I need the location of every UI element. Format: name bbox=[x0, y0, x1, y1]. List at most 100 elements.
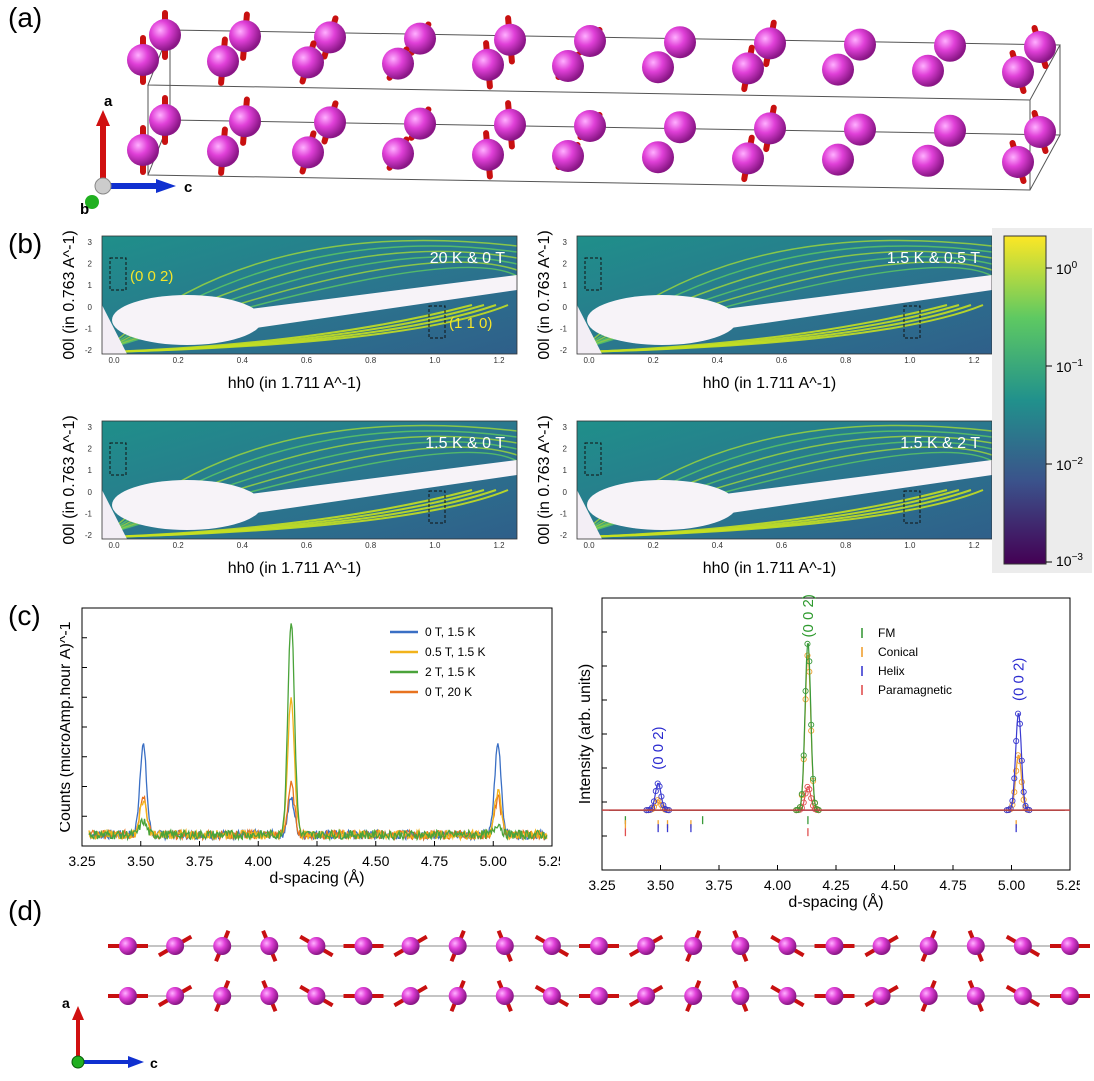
map-frame bbox=[101, 235, 518, 355]
plot-frame bbox=[601, 597, 1071, 871]
atom bbox=[149, 19, 181, 51]
legend-label: Paramagnetic bbox=[878, 683, 952, 697]
atom bbox=[542, 937, 561, 955]
panel-letter-c: (c) bbox=[8, 600, 41, 631]
atom bbox=[494, 23, 526, 56]
x-tick-label: 4.00 bbox=[245, 853, 272, 869]
legend-label: 0 T, 20 K bbox=[425, 685, 472, 699]
beamstop-corner bbox=[577, 305, 602, 354]
fit-line bbox=[609, 643, 1065, 811]
x-tick-label: 4.25 bbox=[303, 853, 330, 869]
atom bbox=[1061, 987, 1079, 1005]
x-tick-label: 5.00 bbox=[480, 853, 507, 869]
y-tick-label: -1 bbox=[85, 324, 93, 333]
peak-box-110 bbox=[428, 305, 446, 339]
map-y-label: 00l (in 0.763 A^-1) bbox=[536, 415, 553, 544]
peak-box-002 bbox=[109, 257, 127, 291]
atom bbox=[354, 987, 373, 1005]
data-point bbox=[802, 687, 809, 695]
axis-label-a-d: a bbox=[62, 995, 70, 1011]
atom bbox=[912, 144, 944, 177]
atom bbox=[382, 47, 414, 80]
atom bbox=[207, 45, 239, 78]
axes-triad-a: a b c bbox=[80, 93, 192, 215]
x-tick-label: 4.50 bbox=[881, 877, 908, 893]
map-cell: 3 2 1 0 -1 -2 0.0 0.2 0.4 0.6 0.8 1.0 1.2 00l (in 0.7… bbox=[527, 413, 997, 598]
axis-label-c: c bbox=[184, 179, 192, 196]
peak-box-110 bbox=[903, 490, 921, 524]
x-tick-label: 1.2 bbox=[968, 541, 980, 550]
x-tick-label: 0.4 bbox=[712, 356, 724, 365]
beamstop-corner bbox=[577, 490, 602, 539]
atom bbox=[822, 53, 854, 86]
atom bbox=[494, 108, 526, 141]
map-cell: 3 2 1 0 -1 -2 0.0 0.2 0.4 0.6 0.8 1.0 1.2 00l (in 0.7… bbox=[52, 228, 522, 413]
atom bbox=[260, 937, 279, 955]
atom bbox=[472, 48, 504, 81]
atom bbox=[1061, 937, 1079, 955]
x-tick-label: 4.50 bbox=[362, 853, 389, 869]
x-tick-label: 0.4 bbox=[237, 541, 249, 550]
map-condition-label: 1.5 K & 0 T bbox=[425, 435, 505, 452]
atom bbox=[919, 937, 938, 955]
atom bbox=[166, 987, 185, 1005]
y-tick-label: 1 bbox=[88, 281, 93, 290]
atom bbox=[307, 987, 326, 1005]
x-tick-label: 1.0 bbox=[429, 541, 441, 550]
x-tick-label: 0.2 bbox=[173, 541, 185, 550]
atom bbox=[229, 105, 261, 138]
x-axis-label: d-spacing (Å) bbox=[269, 868, 364, 887]
atom bbox=[637, 937, 656, 955]
x-tick-label: 0.2 bbox=[648, 356, 660, 365]
x-tick-label: 4.00 bbox=[764, 877, 791, 893]
atom bbox=[552, 50, 584, 82]
beamstop-arm bbox=[717, 275, 992, 330]
beamstop-shadow bbox=[112, 295, 262, 345]
y-tick-label: 0 bbox=[563, 303, 568, 312]
crystal-structure-a: a b c bbox=[80, 10, 1061, 215]
data-point bbox=[1011, 789, 1018, 796]
y-tick-label: -2 bbox=[85, 531, 93, 540]
plot-frame bbox=[81, 607, 553, 847]
x-tick-label: 0.6 bbox=[301, 356, 313, 365]
data-point bbox=[808, 721, 815, 728]
map-x-label: hh0 (in 1.711 A^-1) bbox=[228, 375, 362, 392]
map-y-label: 00l (in 0.763 A^-1) bbox=[61, 415, 78, 544]
legend-label: FM bbox=[878, 626, 895, 640]
atom bbox=[642, 51, 674, 84]
axes-triad-d: a c bbox=[62, 995, 158, 1071]
atom bbox=[664, 26, 696, 59]
maps-panel-b: 3 2 1 0 -1 -2 0.0 0.2 0.4 0.6 0.8 1.0 1.2 00l (in 0.7… bbox=[52, 228, 1092, 600]
atom bbox=[590, 937, 608, 955]
x-tick-label: 4.75 bbox=[421, 853, 448, 869]
map-x-label: hh0 (in 1.711 A^-1) bbox=[228, 560, 362, 577]
x-tick-label: 0.8 bbox=[365, 356, 377, 365]
atom bbox=[731, 987, 750, 1005]
atom bbox=[754, 112, 786, 145]
atom bbox=[872, 987, 891, 1005]
map-y-label: 00l (in 0.763 A^-1) bbox=[536, 230, 553, 359]
data-point bbox=[811, 799, 818, 806]
data-point bbox=[800, 752, 807, 759]
peak-label: (0 0 2) bbox=[130, 268, 173, 285]
atom bbox=[778, 937, 797, 955]
atom bbox=[684, 937, 703, 955]
atom bbox=[292, 46, 324, 79]
beamstop-arm bbox=[242, 460, 517, 515]
data-point bbox=[1009, 797, 1016, 804]
data-point bbox=[1020, 788, 1027, 795]
atom bbox=[637, 987, 656, 1005]
fit-line bbox=[609, 654, 1065, 811]
diffraction-arc bbox=[106, 304, 509, 353]
atom bbox=[934, 29, 966, 62]
map-plot-1: 3 2 1 0 -1 -2 0.0 0.2 0.4 0.6 0.8 1.0 1.2 00l (in 0.7… bbox=[61, 230, 518, 392]
beamstop-arm bbox=[242, 275, 517, 330]
y-tick-label: 2 bbox=[88, 260, 93, 269]
data-point bbox=[804, 640, 811, 647]
y-tick-label: 3 bbox=[563, 423, 568, 432]
x-tick-label: 0.2 bbox=[173, 356, 185, 365]
atom bbox=[127, 44, 159, 76]
atom bbox=[844, 113, 876, 146]
atom bbox=[119, 987, 137, 1005]
diffraction-arc bbox=[106, 489, 509, 538]
